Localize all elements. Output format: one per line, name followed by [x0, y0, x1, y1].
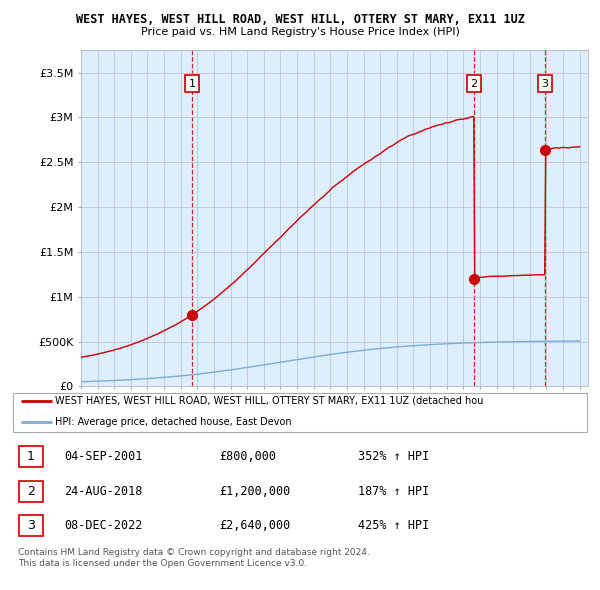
- FancyBboxPatch shape: [19, 480, 43, 502]
- Text: £2,640,000: £2,640,000: [220, 519, 290, 532]
- Text: 187% ↑ HPI: 187% ↑ HPI: [358, 484, 429, 498]
- Text: 3: 3: [542, 79, 548, 88]
- Text: 04-SEP-2001: 04-SEP-2001: [64, 450, 142, 463]
- Text: £1,200,000: £1,200,000: [220, 484, 290, 498]
- Text: HPI: Average price, detached house, East Devon: HPI: Average price, detached house, East…: [55, 417, 292, 427]
- Text: £800,000: £800,000: [220, 450, 277, 463]
- Text: 2: 2: [470, 79, 478, 88]
- FancyBboxPatch shape: [19, 515, 43, 536]
- FancyBboxPatch shape: [19, 446, 43, 467]
- Text: WEST HAYES, WEST HILL ROAD, WEST HILL, OTTERY ST MARY, EX11 1UZ (detached hou: WEST HAYES, WEST HILL ROAD, WEST HILL, O…: [55, 396, 484, 406]
- Text: 1: 1: [27, 450, 35, 463]
- Text: Contains HM Land Registry data © Crown copyright and database right 2024.
This d: Contains HM Land Registry data © Crown c…: [18, 548, 370, 568]
- Text: 352% ↑ HPI: 352% ↑ HPI: [358, 450, 429, 463]
- Text: 425% ↑ HPI: 425% ↑ HPI: [358, 519, 429, 532]
- Text: WEST HAYES, WEST HILL ROAD, WEST HILL, OTTERY ST MARY, EX11 1UZ: WEST HAYES, WEST HILL ROAD, WEST HILL, O…: [76, 13, 524, 26]
- Text: 08-DEC-2022: 08-DEC-2022: [64, 519, 142, 532]
- Text: 2: 2: [27, 484, 35, 498]
- Text: Price paid vs. HM Land Registry's House Price Index (HPI): Price paid vs. HM Land Registry's House …: [140, 27, 460, 37]
- Text: 3: 3: [27, 519, 35, 532]
- Text: 24-AUG-2018: 24-AUG-2018: [64, 484, 142, 498]
- Text: 1: 1: [188, 79, 196, 88]
- FancyBboxPatch shape: [13, 393, 587, 432]
